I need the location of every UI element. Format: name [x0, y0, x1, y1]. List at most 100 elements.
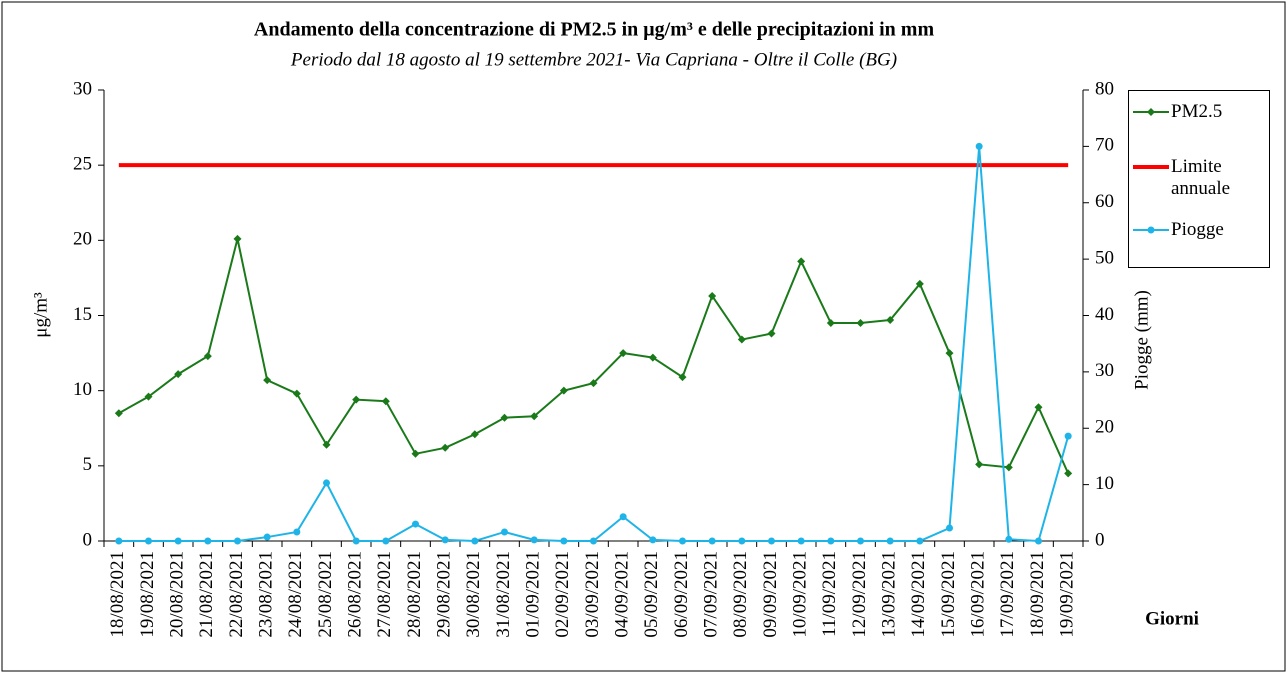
point	[115, 537, 123, 545]
y2-tick-label: 80	[1095, 78, 1114, 99]
point	[471, 537, 479, 545]
point	[678, 373, 687, 382]
point	[590, 537, 597, 545]
point	[323, 479, 330, 487]
y-axis-label: μg/m³	[30, 292, 51, 338]
point	[1004, 463, 1013, 472]
x-tick-label: 20/08/2021	[167, 551, 188, 638]
point	[292, 389, 301, 398]
point	[915, 279, 924, 288]
x-tick-label: 31/08/2021	[493, 551, 514, 638]
x-tick-label: 18/09/2021	[1027, 551, 1048, 638]
point	[352, 395, 361, 404]
x-tick-label: 11/09/2021	[819, 551, 840, 637]
point	[382, 537, 390, 545]
point	[648, 353, 657, 362]
point	[857, 537, 864, 545]
y-tick-label: 10	[73, 379, 92, 400]
point	[767, 329, 776, 338]
point	[263, 533, 271, 541]
x-tick-label: 13/09/2021	[879, 551, 900, 638]
y2-axis-label: Piogge (mm)	[1131, 290, 1152, 390]
point	[737, 335, 746, 344]
point	[233, 234, 242, 243]
x-tick-label: 02/09/2021	[552, 551, 573, 638]
legend-marker	[1147, 226, 1155, 234]
point	[886, 316, 895, 325]
y2-tick-label: 70	[1095, 135, 1114, 156]
y-tick-label: 20	[73, 229, 92, 250]
point	[945, 349, 954, 358]
point	[114, 409, 123, 418]
point	[144, 392, 153, 401]
point	[501, 528, 508, 536]
point	[559, 386, 568, 395]
point	[203, 352, 212, 361]
series-line	[118, 238, 1070, 474]
point	[797, 257, 806, 266]
point	[381, 397, 390, 406]
legend-label: Piogge	[1171, 219, 1224, 240]
point	[560, 537, 568, 545]
point	[441, 443, 450, 452]
point	[441, 536, 449, 544]
point	[738, 537, 746, 545]
point	[946, 524, 953, 532]
point	[1005, 535, 1013, 543]
point	[708, 537, 716, 545]
point	[500, 413, 509, 422]
y2-tick-label: 10	[1095, 473, 1114, 494]
x-tick-label: 07/09/2021	[701, 551, 722, 638]
y2-tick-label: 60	[1095, 191, 1114, 212]
point	[619, 349, 628, 358]
point	[827, 537, 835, 545]
x-tick-label: 05/09/2021	[641, 551, 662, 638]
y-tick-label: 0	[83, 529, 93, 550]
point	[1034, 403, 1043, 412]
y2-tick-label: 30	[1095, 360, 1114, 381]
x-tick-label: 12/09/2021	[849, 551, 870, 638]
point	[679, 537, 686, 545]
point	[708, 291, 717, 300]
x-tick-label: 19/08/2021	[137, 551, 158, 638]
legend-entry: Limite annuale	[1131, 156, 1261, 200]
y2-tick-label: 40	[1095, 304, 1114, 325]
point	[174, 370, 183, 379]
x-tick-label: 10/09/2021	[790, 551, 811, 638]
point	[1035, 537, 1042, 545]
point	[768, 537, 775, 545]
y2-tick-label: 20	[1095, 417, 1114, 438]
x-tick-label: 25/08/2021	[315, 551, 336, 638]
x-tick-label: 17/09/2021	[997, 551, 1018, 638]
x-tick-label: 27/08/2021	[374, 551, 395, 638]
x-tick-label: 22/08/2021	[226, 551, 247, 638]
point	[411, 449, 420, 458]
legend-swatch	[1133, 108, 1169, 116]
point	[530, 536, 538, 544]
legend: PM2.5 Limite annuale Piogge	[1128, 90, 1270, 268]
x-tick-label: 19/09/2021	[1057, 551, 1078, 638]
legend-label: PM2.5	[1171, 101, 1223, 122]
y-tick-label: 15	[73, 304, 92, 325]
y-tick-label: 25	[73, 154, 92, 175]
point	[322, 440, 331, 449]
point	[470, 430, 479, 439]
x-tick-label: 24/08/2021	[285, 551, 306, 638]
point	[975, 460, 984, 469]
y-tick-label: 5	[83, 454, 93, 475]
point	[145, 537, 152, 545]
x-tick-label: 16/09/2021	[968, 551, 989, 638]
y2-tick-label: 50	[1095, 247, 1114, 268]
point	[886, 537, 894, 545]
chart-title: Andamento della concentrazione di PM2.5 …	[254, 19, 935, 41]
point	[856, 319, 865, 328]
point	[1064, 432, 1072, 440]
x-tick-label: 03/09/2021	[582, 551, 603, 638]
chart-subtitle: Periodo dal 18 agosto al 19 settembre 20…	[290, 49, 897, 70]
legend-swatch	[1133, 226, 1169, 234]
legend-entry: Piogge	[1131, 219, 1261, 241]
series-line	[118, 146, 1070, 543]
